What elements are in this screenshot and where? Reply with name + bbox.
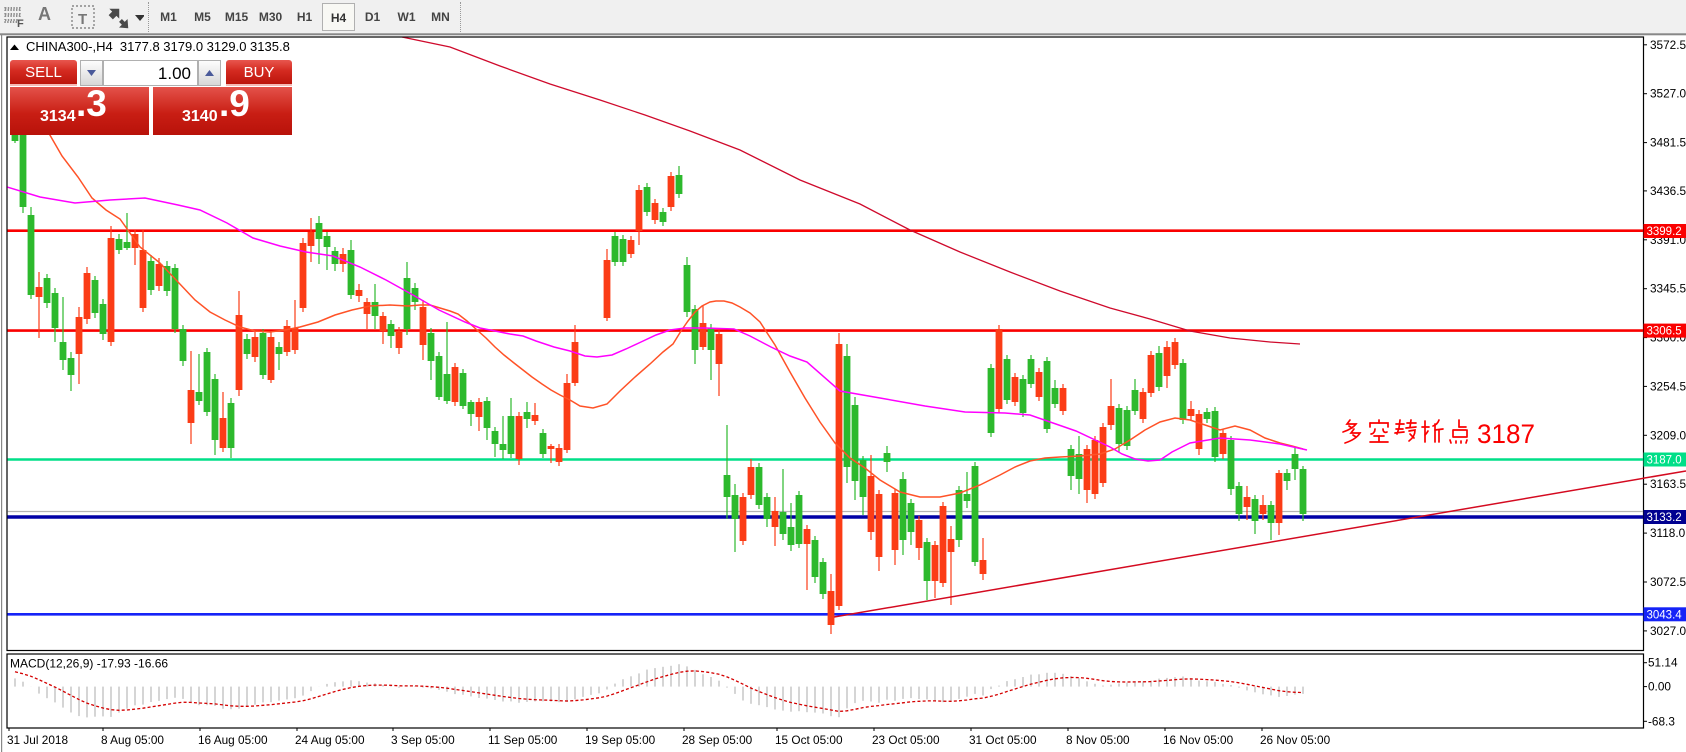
svg-text:11 Sep 05:00: 11 Sep 05:00 [488, 733, 558, 747]
svg-text:3527.0: 3527.0 [1650, 87, 1686, 101]
svg-text:3209.0: 3209.0 [1650, 428, 1686, 442]
svg-text:3481.5: 3481.5 [1650, 136, 1686, 150]
svg-text:0.00: 0.00 [1648, 680, 1671, 694]
svg-text:3072.5: 3072.5 [1650, 575, 1686, 589]
svg-text:3043.4: 3043.4 [1647, 609, 1683, 621]
svg-text:-68.3: -68.3 [1648, 714, 1675, 728]
svg-text:3 Sep 05:00: 3 Sep 05:00 [391, 733, 455, 747]
svg-text:19 Sep 05:00: 19 Sep 05:00 [585, 733, 656, 747]
svg-text:3399.2: 3399.2 [1647, 226, 1682, 238]
svg-text:3254.5: 3254.5 [1650, 379, 1686, 393]
svg-text:3306.5: 3306.5 [1647, 326, 1682, 338]
svg-text:3436.5: 3436.5 [1650, 184, 1686, 198]
svg-text:15 Oct 05:00: 15 Oct 05:00 [775, 733, 843, 747]
svg-text:31 Oct 05:00: 31 Oct 05:00 [969, 733, 1037, 747]
svg-text:3133.2: 3133.2 [1647, 512, 1682, 524]
svg-text:3163.5: 3163.5 [1650, 477, 1686, 491]
svg-text:26 Nov 05:00: 26 Nov 05:00 [1260, 733, 1331, 747]
svg-text:3118.0: 3118.0 [1650, 526, 1686, 540]
svg-text:23 Oct 05:00: 23 Oct 05:00 [872, 733, 940, 747]
svg-text:8 Aug 05:00: 8 Aug 05:00 [101, 733, 164, 747]
svg-text:3345.5: 3345.5 [1650, 282, 1686, 296]
svg-text:3187: 3187 [1477, 419, 1535, 449]
svg-text:F: F [17, 18, 24, 29]
svg-text:28 Sep 05:00: 28 Sep 05:00 [682, 733, 753, 747]
svg-text:MACD(12,26,9) -17.93 -16.66: MACD(12,26,9) -17.93 -16.66 [10, 657, 168, 671]
svg-text:24 Aug 05:00: 24 Aug 05:00 [295, 733, 365, 747]
svg-text:31 Jul 2018: 31 Jul 2018 [7, 733, 68, 747]
svg-text:51.14: 51.14 [1648, 656, 1678, 670]
svg-text:8 Nov 05:00: 8 Nov 05:00 [1066, 733, 1130, 747]
svg-text:3572.5: 3572.5 [1650, 38, 1686, 52]
svg-text:CHINA300-,H4 3177.8 3179.0 31: CHINA300-,H4 3177.8 3179.0 3129.0 3135.8 [26, 39, 290, 54]
svg-text:T: T [78, 11, 87, 28]
svg-text:3027.0: 3027.0 [1650, 624, 1686, 638]
svg-text:16 Aug 05:00: 16 Aug 05:00 [198, 733, 268, 747]
svg-text:3187.0: 3187.0 [1647, 455, 1682, 467]
svg-text:16 Nov 05:00: 16 Nov 05:00 [1163, 733, 1234, 747]
